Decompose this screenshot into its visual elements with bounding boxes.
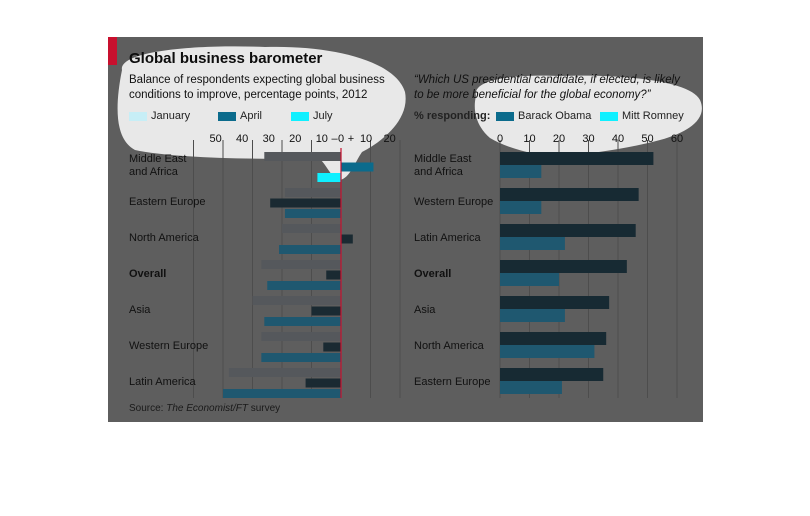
source-label: Source: bbox=[129, 403, 164, 414]
left-category-label-0-1: and Africa bbox=[129, 166, 179, 178]
left-x-tick-7: + bbox=[348, 133, 354, 145]
left-bar-4-2 bbox=[264, 317, 341, 326]
right-category-label-3-0: Overall bbox=[414, 268, 451, 280]
left-category-label-2-0: North America bbox=[129, 232, 200, 244]
left-bar-0-1 bbox=[341, 162, 374, 172]
legend-label-january: January bbox=[151, 110, 191, 122]
legend-swatch-obama bbox=[496, 112, 514, 121]
right-bar-2-0 bbox=[500, 224, 636, 237]
right-question-line2: to be more beneficial for the global eco… bbox=[414, 89, 651, 101]
left-x-tick-8: 10 bbox=[360, 133, 372, 145]
right-x-tick-0: 0 bbox=[497, 133, 503, 145]
left-x-tick-3: 20 bbox=[289, 133, 301, 145]
right-bar-4-0 bbox=[500, 296, 610, 309]
right-x-tick-6: 60 bbox=[671, 133, 683, 145]
left-bar-1-2 bbox=[284, 209, 341, 218]
source-italic: The Economist/FT bbox=[166, 403, 248, 414]
right-category-label-0-1: and Africa bbox=[414, 166, 464, 178]
highlight-right bbox=[474, 75, 702, 157]
left-x-tick-5: – bbox=[331, 133, 338, 145]
legend-swatch-january bbox=[129, 112, 147, 121]
chart-title: Global business barometer bbox=[129, 50, 323, 67]
left-category-label-3-0: Overall bbox=[129, 268, 166, 280]
right-bar-0-1 bbox=[500, 165, 542, 178]
legend-swatch-romney bbox=[600, 112, 618, 121]
left-category-label-4-0: Asia bbox=[129, 304, 151, 316]
right-bar-5-1 bbox=[500, 345, 595, 358]
left-bar-4-0 bbox=[252, 296, 341, 305]
right-bar-3-0 bbox=[500, 260, 627, 273]
left-x-tick-0: 50 bbox=[210, 133, 222, 145]
left-subtitle-line1: Balance of respondents expecting global … bbox=[129, 74, 385, 86]
source-rest: survey bbox=[247, 403, 281, 414]
left-x-tick-6: 0 bbox=[338, 133, 344, 145]
left-x-tick-9: 20 bbox=[384, 133, 396, 145]
left-bar-3-1 bbox=[326, 270, 341, 280]
right-bar-3-1 bbox=[500, 273, 559, 286]
left-bar-3-2 bbox=[267, 281, 341, 290]
legend-label-obama: Barack Obama bbox=[518, 110, 592, 122]
left-bar-6-2 bbox=[223, 389, 341, 398]
right-bar-5-0 bbox=[500, 332, 607, 345]
left-bar-0-2 bbox=[317, 173, 341, 182]
legend-label-july: July bbox=[313, 110, 333, 122]
left-subtitle-line2: conditions to improve, percentage points… bbox=[129, 89, 368, 101]
right-category-label-4-0: Asia bbox=[414, 304, 436, 316]
left-bar-5-0 bbox=[261, 332, 341, 341]
left-bar-4-1 bbox=[311, 306, 341, 316]
left-bar-5-1 bbox=[323, 342, 341, 352]
right-x-tick-5: 50 bbox=[641, 133, 653, 145]
left-category-label-6-0: Latin America bbox=[129, 376, 197, 388]
legend-label-april: April bbox=[240, 110, 263, 122]
left-bar-6-0 bbox=[228, 368, 341, 377]
left-x-tick-2: 30 bbox=[263, 133, 275, 145]
legend-swatch-july bbox=[291, 112, 309, 121]
brand-red-tab bbox=[108, 37, 117, 65]
source-note: Source: The Economist/FT survey bbox=[129, 403, 280, 414]
right-bar-2-1 bbox=[500, 237, 565, 250]
left-bar-3-0 bbox=[261, 260, 341, 269]
left-x-tick-1: 40 bbox=[236, 133, 248, 145]
right-category-label-0-0: Middle East bbox=[414, 153, 471, 165]
left-bar-2-1 bbox=[341, 234, 353, 244]
right-bar-6-1 bbox=[500, 381, 562, 394]
right-x-tick-2: 20 bbox=[553, 133, 565, 145]
right-bar-1-1 bbox=[500, 201, 542, 214]
right-x-tick-4: 40 bbox=[612, 133, 624, 145]
right-x-tick-1: 10 bbox=[523, 133, 535, 145]
legend-label-romney: Mitt Romney bbox=[622, 110, 684, 122]
left-category-label-0-0: Middle East bbox=[129, 153, 186, 165]
left-category-label-5-0: Western Europe bbox=[129, 340, 208, 352]
right-category-label-6-0: Eastern Europe bbox=[414, 376, 490, 388]
right-category-label-5-0: North America bbox=[414, 340, 485, 352]
legend-swatch-april bbox=[218, 112, 236, 121]
left-bar-1-1 bbox=[270, 198, 341, 208]
left-category-label-1-0: Eastern Europe bbox=[129, 196, 205, 208]
left-bar-2-0 bbox=[282, 224, 341, 233]
right-bar-4-1 bbox=[500, 309, 565, 322]
right-x-tick-3: 30 bbox=[582, 133, 594, 145]
left-x-tick-4: 10 bbox=[316, 133, 328, 145]
right-bar-1-0 bbox=[500, 188, 639, 201]
left-bar-1-0 bbox=[284, 188, 341, 197]
left-bar-5-2 bbox=[261, 353, 341, 362]
left-bar-2-2 bbox=[279, 245, 341, 254]
right-question-line1: “Which US presidential candidate, if ele… bbox=[414, 74, 680, 86]
right-axis-prefix: % responding: bbox=[414, 110, 491, 122]
right-category-label-2-0: Latin America bbox=[414, 232, 482, 244]
left-bar-0-0 bbox=[264, 152, 341, 161]
right-category-label-1-0: Western Europe bbox=[414, 196, 493, 208]
highlight-left bbox=[117, 46, 406, 180]
right-bar-6-0 bbox=[500, 368, 604, 381]
right-bar-0-0 bbox=[500, 152, 654, 165]
left-bar-6-1 bbox=[305, 378, 341, 388]
